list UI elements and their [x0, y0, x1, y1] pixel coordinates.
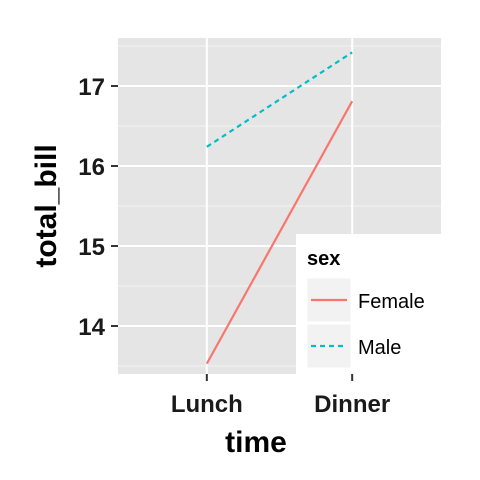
legend-entries: Female Male — [306, 277, 425, 369]
y-tick-label: 14 — [78, 314, 105, 341]
y-axis: 14 15 16 17 — [78, 74, 118, 341]
legend: sex Female Male — [296, 234, 450, 374]
series-line-female — [205, 100, 354, 365]
legend-title: sex — [307, 248, 340, 270]
y-tick-label: 15 — [78, 234, 105, 261]
legend-label-male: Male — [358, 337, 401, 359]
y-tick-label: 17 — [78, 74, 105, 101]
y-tick-label: 16 — [78, 154, 105, 181]
series-lines — [205, 51, 354, 365]
x-axis-title: time — [225, 426, 287, 459]
series-line-male — [206, 51, 353, 148]
legend-label-female: Female — [358, 291, 425, 313]
x-axis: Lunch Dinner — [171, 374, 390, 418]
x-tick-label: Dinner — [314, 391, 390, 418]
y-axis-title: total_bill — [30, 144, 63, 267]
x-tick-label: Lunch — [171, 391, 243, 418]
